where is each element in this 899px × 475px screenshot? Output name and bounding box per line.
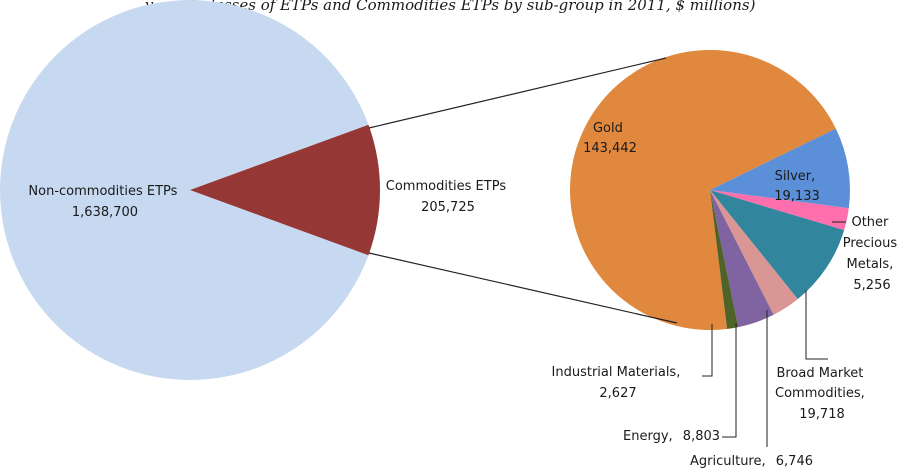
label-industrial: Industrial Materials,: [552, 365, 681, 380]
svg-text:Other Precious Metals,: Other Precious Metals, 5,256: [843, 215, 899, 293]
leader-energy: [722, 323, 737, 438]
svg-text:Industrial Materials, 2,62: Industrial Materials, 2,627: [552, 365, 685, 401]
value-broad-market: 19,718: [799, 407, 845, 422]
label-other-precious-1: Other: [851, 215, 889, 230]
value-energy: 8,803: [683, 429, 720, 444]
svg-text:Commodities ETPs 205,725: Commodities ETPs 205,725: [386, 179, 510, 215]
value-non-commodities: 1,638,700: [72, 205, 138, 220]
value-other-precious: 5,256: [853, 278, 890, 293]
total-slice-0: [0, 0, 369, 380]
svg-text:Broad Market Commodities,: Broad Market Commodities, 19,718: [775, 366, 869, 422]
label-broad-market-1: Broad Market: [776, 366, 863, 381]
value-gold: 143,442: [583, 141, 637, 156]
value-silver: 19,133: [774, 189, 820, 204]
commodities-slice-4: [710, 190, 798, 315]
value-industrial: 2,627: [599, 386, 636, 401]
label-silver: Silver,: [775, 169, 816, 184]
label-other-precious-3: Metals,: [847, 257, 894, 272]
svg-text:Non-commodities ETPs 1,638: Non-commodities ETPs 1,638,700: [28, 184, 181, 220]
svg-text:Gold 143,442: Gold 143,442: [583, 121, 637, 156]
label-agriculture: Agriculture,: [690, 454, 766, 469]
commodities-pie: [570, 49, 850, 330]
value-agriculture: 6,746: [776, 454, 813, 469]
value-commodities: 205,725: [421, 200, 475, 215]
label-gold: Gold: [593, 121, 623, 136]
label-non-commodities: Non-commodities ETPs: [28, 184, 177, 199]
svg-text:Energy, 8,803: Energy, 8,803: [623, 429, 720, 444]
leader-broad-market: [805, 290, 828, 360]
svg-text:Agriculture, 6,746: Agriculture, 6,746: [690, 454, 813, 469]
label-broad-market-2: Commodities,: [775, 386, 865, 401]
commodities-slice-2: [710, 190, 849, 231]
label-commodities: Commodities ETPs: [386, 179, 507, 194]
label-other-precious-2: Precious: [843, 236, 898, 251]
commodities-slice-6: [710, 190, 739, 329]
total-slice-1: [190, 124, 381, 256]
commodities-slice-3: [710, 190, 845, 300]
svg-text:Silver, 19,133: Silver, 19,133: [774, 169, 820, 204]
chart-title: y asset classes of ETPs and Commodities …: [144, 0, 756, 14]
label-energy: Energy,: [623, 429, 673, 444]
connector-line-top: [368, 57, 667, 129]
commodities-slice-5: [710, 190, 774, 328]
total-pie: [0, 0, 381, 380]
leader-industrial: [702, 324, 713, 377]
commodities-slice-1: [710, 128, 850, 209]
commodities-slice-0: [570, 49, 836, 330]
connector-line-bottom: [368, 252, 678, 324]
